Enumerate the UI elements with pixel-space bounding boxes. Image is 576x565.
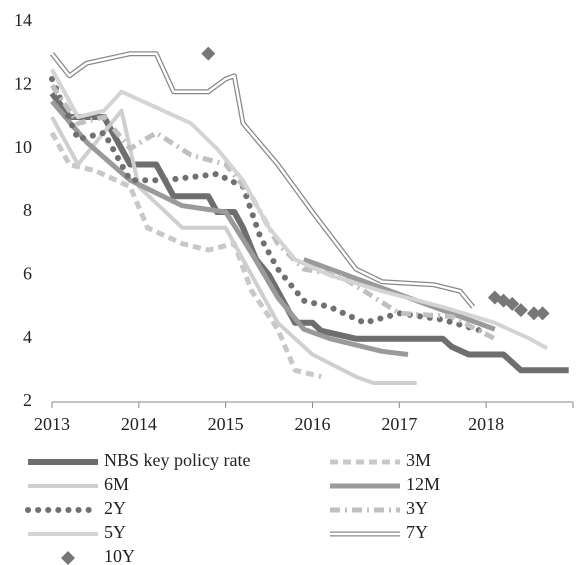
line [49,83,496,341]
x-tick-label: 2015 [208,414,244,434]
y-tick-label: 14 [14,10,32,30]
marker [513,303,528,318]
line [50,68,548,350]
y-tick-label: 8 [23,200,32,220]
y-tick-label: 2 [23,390,32,410]
x-tick-label: 2018 [468,414,504,434]
y-tick-label: 4 [23,327,32,347]
line [49,131,322,380]
line [49,76,490,336]
legend-marker [61,551,75,565]
x-tick-label: 2014 [121,414,157,434]
x-tick-label: 2016 [295,414,331,434]
legend-label: 7Y [406,522,428,542]
y-tick-label: 6 [23,263,32,283]
line-inner [51,52,475,308]
marker [201,46,216,61]
line [50,108,417,385]
legend-label: 5Y [104,522,126,542]
legend-label: 3Y [406,498,428,518]
y-tick-label: 12 [14,73,32,93]
marker [526,306,541,321]
x-tick-label: 2017 [381,414,417,434]
legend-label: 6M [104,474,129,494]
legend-label: NBS key policy rate [104,450,250,470]
x-tick-label: 2013 [34,414,70,434]
y-tick-label: 10 [14,137,32,157]
marker [505,296,520,311]
marker [535,306,550,321]
legend-label: 10Y [104,546,135,565]
legend-label: 3M [406,450,431,470]
legend-label: 12M [406,474,440,494]
legend-label: 2Y [104,498,126,518]
